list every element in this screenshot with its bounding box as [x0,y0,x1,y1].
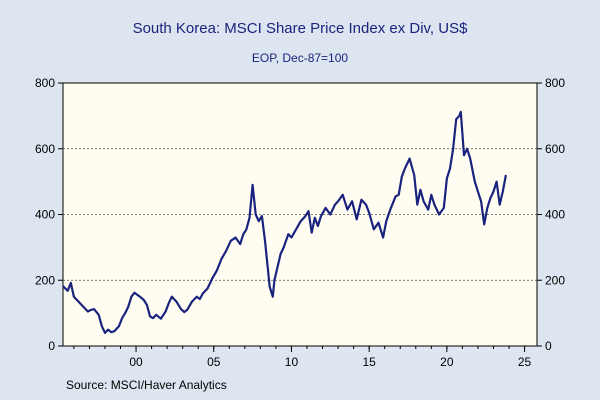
gridlines [63,148,537,281]
y-tick-label-left: 0 [48,339,55,353]
chart-title: South Korea: MSCI Share Price Index ex D… [132,20,468,37]
y-tick-label-right: 600 [545,142,565,156]
y-axis-right: 0 200 400 600 800 [537,76,565,353]
series-line [62,110,507,334]
x-tick-label: 05 [207,355,221,369]
x-tick-label: 10 [285,355,299,369]
y-tick-label-left: 400 [35,208,55,222]
x-tick-label: 20 [440,355,454,369]
y-tick-label-right: 200 [545,273,565,287]
x-tick-label: 25 [518,355,532,369]
source-note: Source: MSCI/Haver Analytics [66,378,227,392]
x-tick-label: 00 [129,355,143,369]
y-tick-label-right: 400 [545,208,565,222]
y-tick-label-left: 800 [35,76,55,90]
chart-subtitle: EOP, Dec-87=100 [251,51,349,65]
y-tick-label-left: 200 [35,273,55,287]
y-tick-label-left: 600 [35,142,55,156]
series-layer [62,110,507,334]
y-tick-label-right: 800 [545,76,565,90]
x-axis: 00 05 10 15 20 25 [73,346,532,369]
y-tick-label-right: 0 [545,339,552,353]
x-tick-label: 15 [362,355,376,369]
y-axis-left: 0 200 400 600 800 [35,76,63,353]
